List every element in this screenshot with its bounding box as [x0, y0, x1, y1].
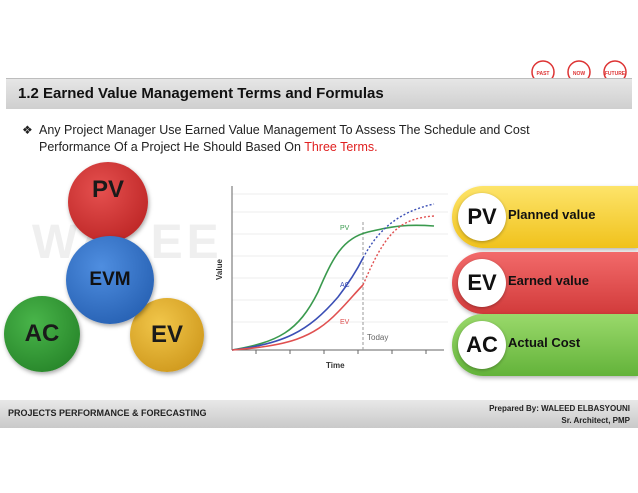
evm-circle-label: EVM: [89, 269, 131, 290]
ev-circle-label: EV: [150, 321, 183, 348]
evm-curve-diagram: Value Time Today PV AC EV: [215, 186, 448, 370]
ac-circle: AC: [4, 296, 80, 372]
pv-curve: [231, 224, 435, 351]
ev-forecast-curve: [362, 215, 435, 286]
term-label-ev: Earned value: [508, 273, 589, 288]
bullet-text: Any Project Manager Use Earned Value Man…: [39, 122, 582, 156]
bullet-body: Any Project Manager Use Earned Value Man…: [39, 123, 530, 154]
ev-curve: [231, 284, 364, 351]
term-abbr-ev: EV: [458, 259, 506, 307]
ev-curve-label: EV: [340, 319, 350, 326]
term-abbr-ac: AC: [458, 321, 506, 369]
pv-curve-label: PV: [340, 225, 350, 232]
term-label-pv: Planned value: [508, 207, 596, 222]
term-band-ev: EV Earned value: [452, 252, 638, 314]
x-axis-ticks: [255, 350, 427, 354]
ac-circle-label: AC: [24, 320, 60, 347]
footer-author: Prepared By: WALEED ELBASYOUNI: [489, 404, 630, 413]
diamond-bullet-icon: ❖: [22, 123, 33, 137]
footer-role: Sr. Architect, PMP: [561, 416, 630, 425]
slide-title: 1.2 Earned Value Management Terms and Fo…: [18, 85, 384, 102]
ac-curve: [231, 257, 364, 351]
term-label-ac: Actual Cost: [508, 335, 581, 350]
evm-circle: EVM: [66, 236, 154, 324]
pv-circle-label: PV: [91, 176, 124, 203]
footer-bar: PROJECTS PERFORMANCE & FORECASTING Prepa…: [0, 400, 638, 428]
bulb-label-future: FUTURE: [604, 71, 626, 77]
term-band-pv: PV Planned value: [452, 186, 638, 248]
ac-forecast-curve: [362, 203, 435, 259]
term-abbr-pv: PV: [458, 193, 506, 241]
y-axis-label: Value: [215, 259, 224, 280]
pv-circle: PV: [68, 162, 148, 242]
ac-curve-label: AC: [340, 282, 350, 289]
bullet-point: ❖ Any Project Manager Use Earned Value M…: [22, 122, 582, 156]
title-bar: 1.2 Earned Value Management Terms and Fo…: [6, 78, 632, 109]
chart-grid: [232, 193, 448, 323]
footer-section-title: PROJECTS PERFORMANCE & FORECASTING: [8, 408, 207, 418]
today-label: Today: [367, 333, 388, 342]
bullet-highlight: Three Terms.: [304, 140, 378, 154]
bulb-label-now: NOW: [572, 71, 586, 77]
x-axis-label: Time: [326, 361, 345, 370]
bulb-label-past: PAST: [536, 71, 550, 77]
ev-circle: EV: [130, 298, 204, 372]
term-band-ac: AC Actual Cost: [452, 314, 638, 376]
